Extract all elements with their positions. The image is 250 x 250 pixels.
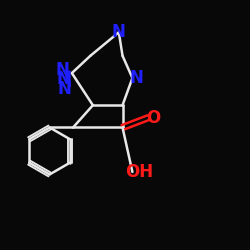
Text: OH: OH [125,163,154,181]
Text: N: N [112,23,126,41]
Text: N: N [56,70,70,88]
Text: O: O [146,108,160,126]
Text: N: N [130,69,144,87]
Text: N: N [56,61,70,79]
Text: N: N [57,80,71,98]
